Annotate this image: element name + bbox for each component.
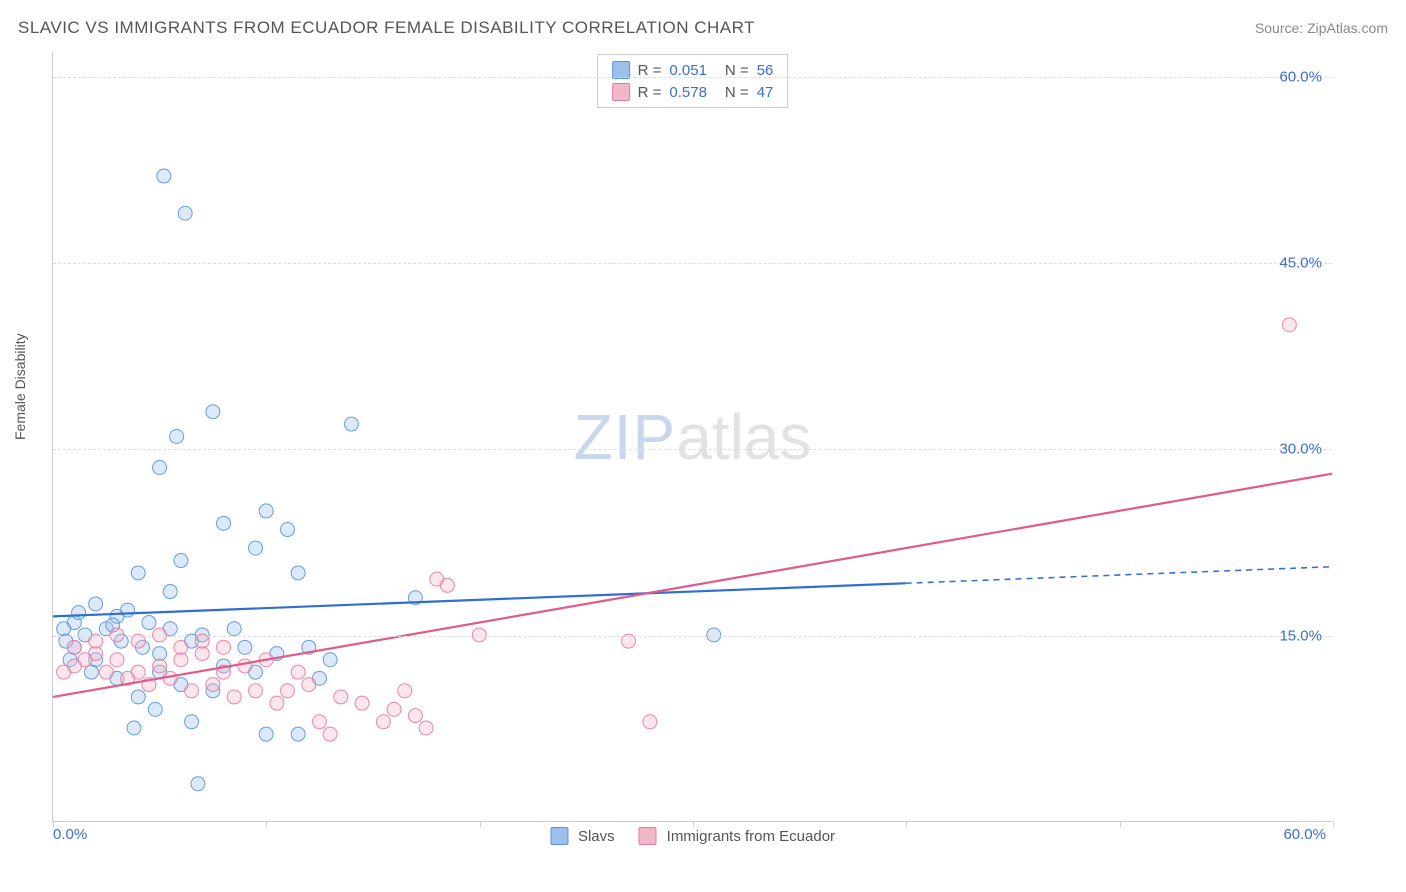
data-point-ecuador — [440, 578, 454, 592]
data-point-slavs — [259, 727, 273, 741]
data-point-ecuador — [99, 665, 113, 679]
x-axis-max: 60.0% — [1283, 826, 1326, 843]
data-point-ecuador — [174, 640, 188, 654]
data-point-ecuador — [376, 715, 390, 729]
data-point-slavs — [170, 430, 184, 444]
data-point-slavs — [153, 461, 167, 475]
legend-stats-row-2: R = 0.578 N = 47 — [612, 81, 774, 103]
data-point-slavs — [153, 647, 167, 661]
data-point-ecuador — [217, 640, 231, 654]
gridline-h — [53, 636, 1332, 637]
legend-stats: R = 0.051 N = 56 R = 0.578 N = 47 — [597, 54, 789, 108]
legend-series-swatch-1 — [550, 827, 568, 845]
plot-area: ZIPatlas R = 0.051 N = 56 R = 0.578 N = … — [52, 52, 1332, 822]
data-point-ecuador — [185, 684, 199, 698]
legend-swatch-2 — [612, 83, 630, 101]
plot-svg — [53, 52, 1332, 821]
data-point-ecuador — [1282, 318, 1296, 332]
data-point-ecuador — [57, 665, 71, 679]
data-point-ecuador — [643, 715, 657, 729]
data-point-slavs — [344, 417, 358, 431]
data-point-slavs — [72, 606, 86, 620]
data-point-ecuador — [67, 640, 81, 654]
data-point-ecuador — [174, 653, 188, 667]
data-point-slavs — [174, 554, 188, 568]
data-point-slavs — [227, 622, 241, 636]
data-point-ecuador — [195, 647, 209, 661]
data-point-slavs — [84, 665, 98, 679]
x-axis-tick — [693, 821, 694, 827]
data-point-ecuador — [312, 715, 326, 729]
data-point-ecuador — [110, 653, 124, 667]
data-point-slavs — [163, 585, 177, 599]
data-point-slavs — [259, 504, 273, 518]
data-point-ecuador — [398, 684, 412, 698]
x-axis-min: 0.0% — [53, 826, 87, 843]
y-axis-tick-label: 30.0% — [1279, 441, 1322, 458]
legend-series: Slavs Immigrants from Ecuador — [550, 827, 835, 845]
x-axis-tick — [906, 821, 907, 827]
data-point-ecuador — [280, 684, 294, 698]
header: SLAVIC VS IMMIGRANTS FROM ECUADOR FEMALE… — [18, 18, 1388, 38]
trend-line-ecuador — [53, 474, 1332, 697]
y-axis-label: Female Disability — [12, 333, 28, 440]
data-point-slavs — [142, 616, 156, 630]
gridline-h — [53, 449, 1332, 450]
data-point-slavs — [191, 777, 205, 791]
x-axis-tick — [266, 821, 267, 827]
data-point-slavs — [178, 206, 192, 220]
legend-series-swatch-2 — [639, 827, 657, 845]
legend-series-label-2: Immigrants from Ecuador — [667, 828, 835, 845]
data-point-slavs — [148, 702, 162, 716]
x-axis-tick — [1333, 821, 1334, 827]
data-point-ecuador — [302, 678, 316, 692]
chart-title: SLAVIC VS IMMIGRANTS FROM ECUADOR FEMALE… — [18, 18, 755, 38]
data-point-ecuador — [227, 690, 241, 704]
y-axis-tick-label: 15.0% — [1279, 627, 1322, 644]
x-axis-tick — [53, 821, 54, 827]
gridline-h — [53, 77, 1332, 78]
gridline-h — [53, 263, 1332, 264]
data-point-slavs — [131, 566, 145, 580]
data-point-slavs — [291, 727, 305, 741]
data-point-slavs — [249, 541, 263, 555]
data-point-slavs — [57, 622, 71, 636]
data-point-slavs — [206, 405, 220, 419]
data-point-slavs — [121, 603, 135, 617]
source-attribution: Source: ZipAtlas.com — [1255, 20, 1388, 36]
data-point-slavs — [89, 597, 103, 611]
legend-r-label-2: R = — [638, 84, 662, 101]
data-point-ecuador — [419, 721, 433, 735]
data-point-ecuador — [270, 696, 284, 710]
data-point-ecuador — [323, 727, 337, 741]
data-point-ecuador — [291, 665, 305, 679]
data-point-slavs — [127, 721, 141, 735]
data-point-ecuador — [408, 709, 422, 723]
data-point-ecuador — [334, 690, 348, 704]
data-point-slavs — [131, 690, 145, 704]
legend-n-value-2: 47 — [757, 84, 774, 101]
y-axis-tick-label: 60.0% — [1279, 68, 1322, 85]
legend-n-label-2: N = — [725, 84, 749, 101]
x-axis-tick — [480, 821, 481, 827]
data-point-ecuador — [153, 659, 167, 673]
x-axis-tick — [1120, 821, 1121, 827]
data-point-ecuador — [355, 696, 369, 710]
y-axis-tick-label: 45.0% — [1279, 255, 1322, 272]
data-point-slavs — [157, 169, 171, 183]
trend-line-slavs — [53, 583, 906, 616]
data-point-ecuador — [387, 702, 401, 716]
data-point-ecuador — [249, 684, 263, 698]
legend-r-value-2: 0.578 — [669, 84, 707, 101]
data-point-ecuador — [238, 659, 252, 673]
legend-series-label-1: Slavs — [578, 828, 615, 845]
trend-line-dashed-slavs — [906, 567, 1332, 584]
data-point-ecuador — [206, 678, 220, 692]
data-point-slavs — [185, 715, 199, 729]
data-point-slavs — [323, 653, 337, 667]
data-point-slavs — [238, 640, 252, 654]
data-point-slavs — [291, 566, 305, 580]
data-point-slavs — [217, 516, 231, 530]
data-point-slavs — [280, 523, 294, 537]
